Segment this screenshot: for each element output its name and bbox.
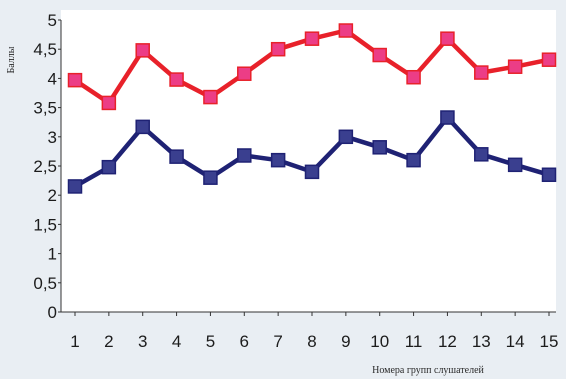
data-point (203, 170, 218, 185)
data-point (440, 31, 455, 46)
data-point (541, 52, 557, 67)
data-point (507, 59, 523, 74)
y-tick-label: 4,5 (33, 40, 57, 59)
y-tick-label: 2 (48, 186, 57, 205)
data-point (135, 43, 150, 58)
series-layer (67, 23, 557, 194)
data-point (67, 72, 83, 88)
x-tick-label: 4 (172, 332, 181, 351)
data-point (372, 47, 387, 63)
data-point (304, 164, 320, 180)
y-tick-label: 0,5 (33, 274, 57, 293)
x-tick-label: 14 (506, 332, 525, 351)
data-point (270, 152, 286, 168)
data-point (474, 147, 489, 162)
x-tick-label: 11 (405, 332, 423, 351)
y-axis-ticks: 0 0,5 1 1,5 2 2,5 3 3,5 4 4,5 5 (33, 11, 61, 322)
x-tick-label: 13 (472, 332, 491, 351)
plot-area (61, 10, 556, 312)
series-2 (67, 110, 557, 194)
data-point (270, 41, 286, 57)
data-point (237, 66, 252, 81)
data-point (237, 148, 252, 163)
data-point (372, 140, 387, 155)
data-point (203, 89, 218, 105)
data-point (474, 65, 489, 80)
y-tick-label: 2,5 (33, 157, 57, 176)
data-point (169, 149, 184, 164)
data-point (338, 129, 354, 145)
x-tick-label: 10 (370, 332, 389, 351)
data-point (67, 179, 83, 194)
x-axis-title: Номера групп слушателей (372, 365, 484, 376)
data-point (135, 119, 150, 135)
data-point (304, 31, 320, 46)
y-axis-title: Баллы (6, 46, 17, 73)
y-tick-label: 1,5 (33, 215, 57, 234)
y-tick-label: 1 (48, 245, 57, 264)
data-point (406, 69, 421, 85)
y-tick-label: 3,5 (33, 99, 57, 118)
x-tick-label: 7 (273, 332, 282, 351)
x-tick-label: 15 (540, 332, 559, 351)
series-1 (67, 23, 557, 111)
x-tick-label: 9 (341, 332, 350, 351)
x-tick-label: 12 (438, 332, 457, 351)
data-point (338, 23, 354, 38)
x-tick-label: 5 (206, 332, 215, 351)
x-tick-label: 1 (70, 332, 79, 351)
y-tick-label: 4 (48, 69, 57, 88)
data-point (541, 167, 557, 183)
data-point (406, 152, 421, 168)
y-tick-label: 5 (48, 11, 57, 30)
data-point (440, 110, 455, 125)
x-tick-label: 6 (240, 332, 249, 351)
y-tick-label: 3 (48, 128, 57, 147)
x-axis-ticks: 1 2 3 4 5 6 7 8 9 10 11 12 13 14 15 (70, 312, 558, 351)
data-point (101, 95, 117, 111)
y-tick-label: 0 (48, 303, 57, 322)
data-point (169, 72, 184, 87)
x-tick-label: 2 (104, 332, 113, 351)
data-point (507, 157, 523, 173)
data-point (101, 159, 117, 175)
x-tick-label: 3 (138, 332, 147, 351)
x-tick-label: 8 (307, 332, 316, 351)
